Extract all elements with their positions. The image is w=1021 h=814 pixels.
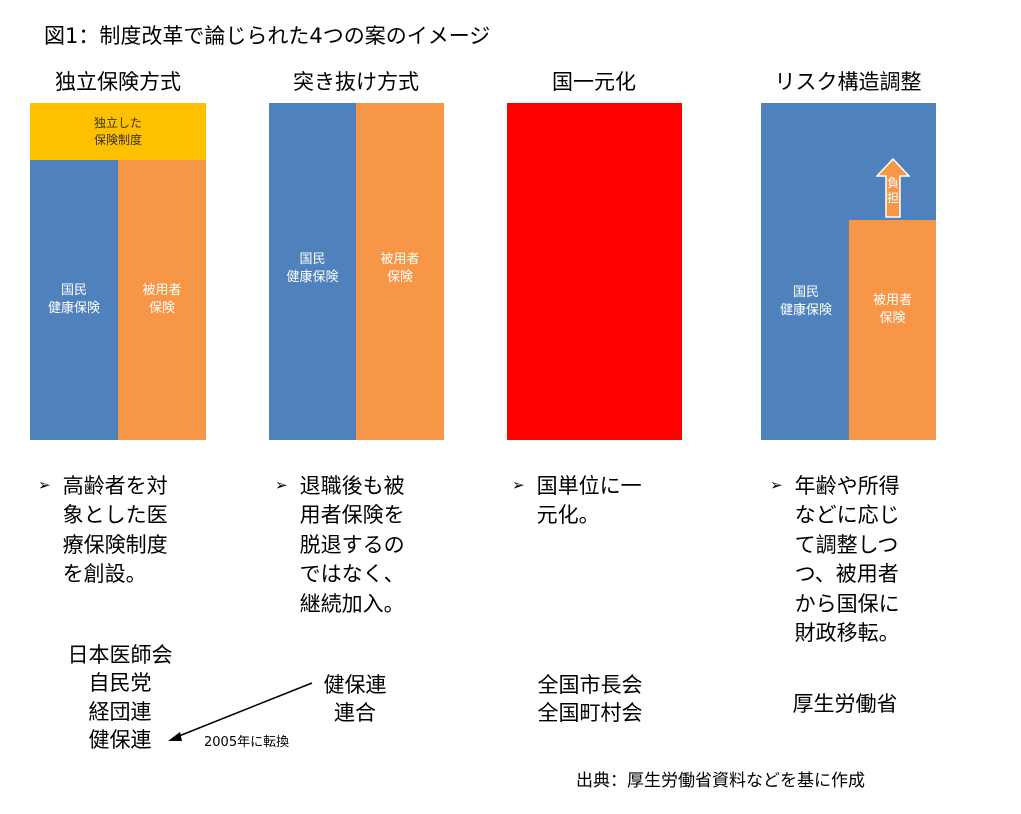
burden-up-arrow-icon [876,158,910,218]
unified-insurance-block [507,103,682,440]
supporters-unification: 全国市長会 全国町村会 [537,673,643,726]
transition-note: 2005年に転換 [204,735,290,750]
employee-insurance-block: 被用者 保険 [849,220,936,440]
figure-title: 図1：制度改革で論じられた4つの案のイメージ [44,24,491,48]
bullet-arrow-icon: ➢ [275,476,288,494]
bullet-text: 国単位に一 元化。 [536,474,642,528]
plan-title-tsukinuke: 突き抜け方式 [293,70,419,94]
bullet-unification: ➢ 国単位に一 元化。 [512,472,642,531]
transition-arrow-icon [168,682,313,741]
bullet-text: 退職後も被 用者保険を 脱退するの ではなく、 継続加入。 [299,474,405,616]
national-health-insurance-block: 国民 健康保険 [30,160,118,440]
plan-title-unification: 国一元化 [552,70,636,94]
bullet-text: 年齢や所得 などに応じ て調整しつ つ、被用者 から国保に 財政移転。 [794,474,900,645]
supporters-independent: 日本医師会 自民党 経団連 健保連 [67,643,173,753]
independent-insurance-block: 独立した 保険制度 [30,103,206,160]
bullet-tsukinuke: ➢ 退職後も被 用者保険を 脱退するの ではなく、 継続加入。 [275,472,405,619]
employee-insurance-block: 被用者 保険 [356,103,444,440]
supporters-tsukinuke: 健保連 連合 [323,673,387,726]
bullet-arrow-icon: ➢ [38,476,51,494]
plan-title-risk-adjustment: リスク構造調整 [774,70,922,94]
bullet-arrow-icon: ➢ [512,476,525,494]
source-note: 出典：厚生労働省資料などを基に作成 [576,771,865,791]
national-health-insurance-block: 国民 健康保険 [269,103,356,440]
plan-title-independent: 独立保険方式 [55,70,181,94]
bullet-independent: ➢ 高齢者を対 象とした医 療保険制度 を創設。 [38,472,168,590]
bullet-text: 高齢者を対 象とした医 療保険制度 を創設。 [62,474,168,587]
national-health-insurance-label: 国民 健康保険 [779,284,832,318]
supporters-risk-adjustment: 厚生労働省 [792,692,898,716]
burden-label: 負 担 [886,176,899,205]
bullet-risk-adjustment: ➢ 年齢や所得 などに応じ て調整しつ つ、被用者 から国保に 財政移転。 [770,472,900,648]
bullet-arrow-icon: ➢ [770,476,783,494]
employee-insurance-block: 被用者 保険 [118,160,206,440]
